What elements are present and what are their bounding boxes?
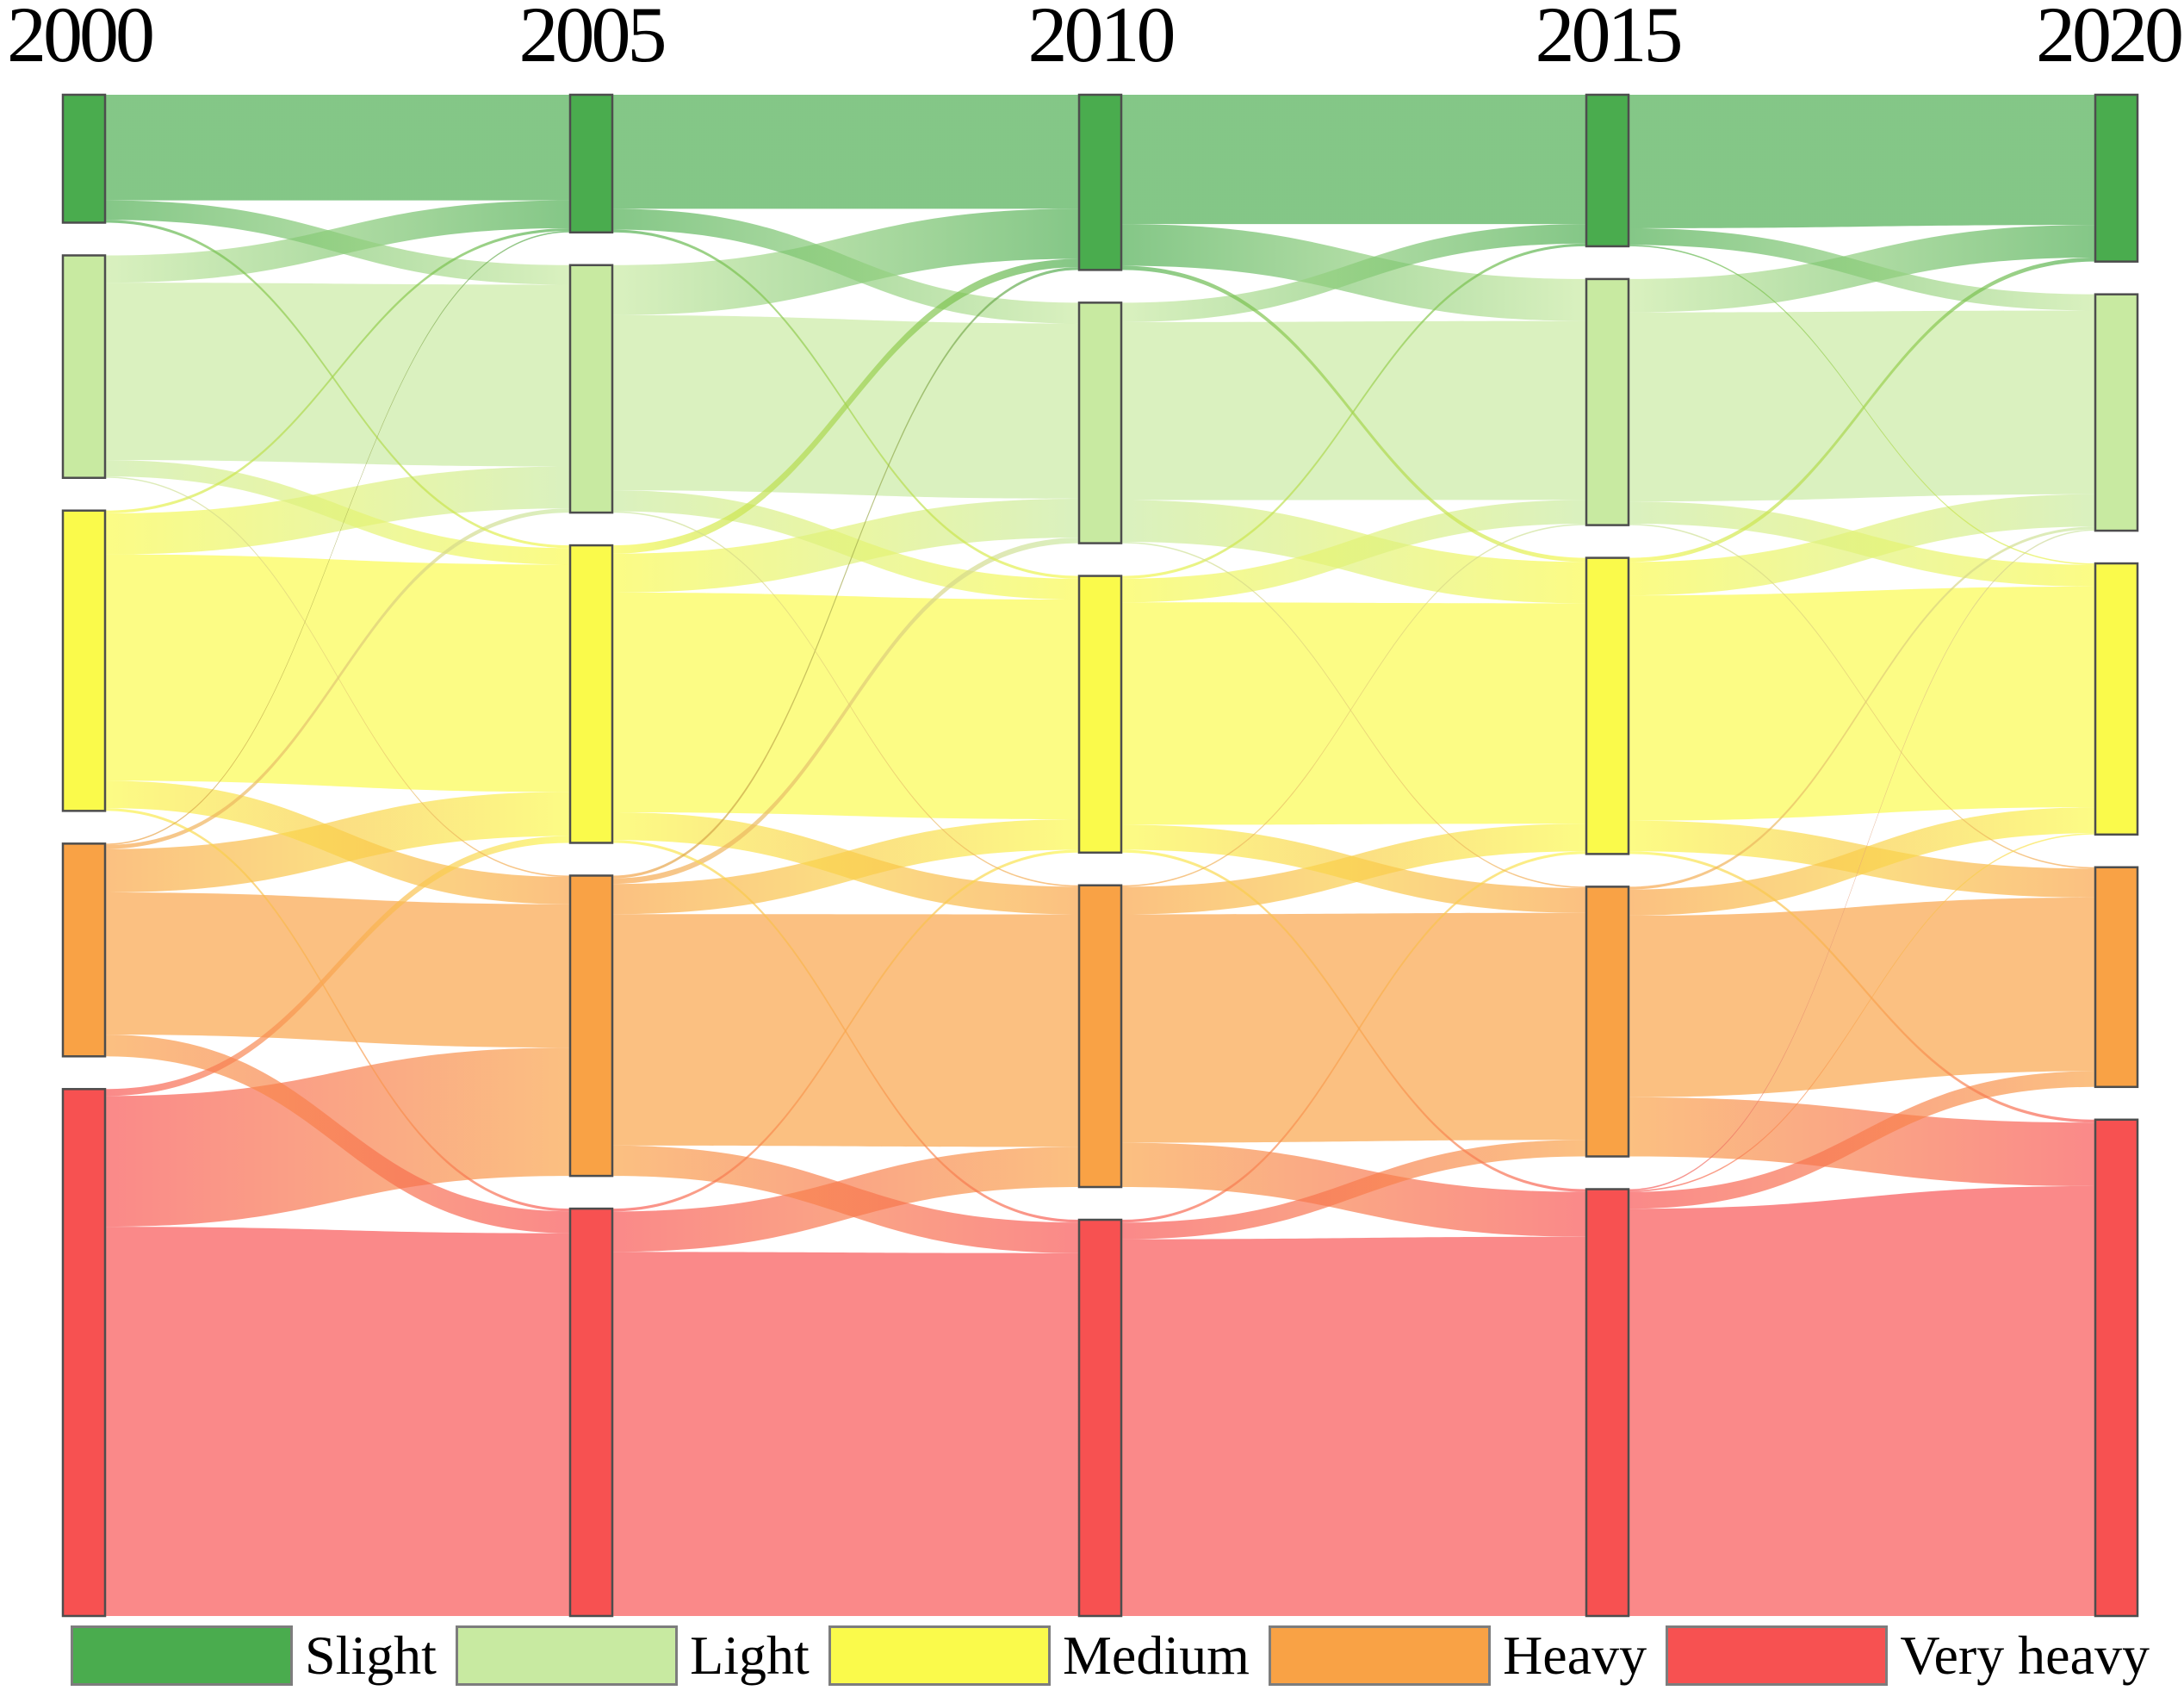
node-2015-light <box>1585 277 1630 526</box>
flow-2000-medium-to-medium <box>105 554 570 792</box>
flow-2010-heavy-to-light <box>1121 523 1586 887</box>
flow-2000-light-to-heavy <box>105 476 570 878</box>
flow-2015-heavy-to-medium <box>1629 807 2095 916</box>
flow-2015-very-heavy-to-light <box>1629 529 2095 1191</box>
flow-2010-very-heavy-to-medium <box>1121 851 1586 1223</box>
flow-2010-slight-to-medium <box>1121 265 1586 562</box>
flow-2000-medium-to-slight <box>105 227 570 513</box>
flow-2000-heavy-to-very-heavy <box>105 1035 570 1234</box>
legend-swatch-very-heavy <box>1666 1625 1889 1686</box>
node-2000-slight <box>61 93 107 224</box>
legend-label: Slight <box>305 1625 437 1686</box>
flow-2005-medium-to-medium <box>612 592 1079 820</box>
flow-2010-light-to-heavy <box>1121 541 1586 888</box>
node-2005-very-heavy <box>568 1207 614 1618</box>
flow-2005-heavy-to-slight <box>612 267 1079 879</box>
flow-2015-very-heavy-to-very-heavy <box>1629 1185 2095 1616</box>
legend-swatch-slight <box>71 1625 293 1686</box>
node-2020-medium <box>2094 562 2139 836</box>
flow-2010-slight-to-slight <box>1121 95 1586 225</box>
node-2010-medium <box>1077 575 1123 855</box>
flow-2015-very-heavy-to-medium <box>1629 833 2095 1192</box>
flow-2000-heavy-to-light <box>105 508 570 849</box>
node-2010-light <box>1077 301 1123 544</box>
node-2000-medium <box>61 509 107 812</box>
flow-2000-very-heavy-to-very-heavy <box>105 1227 570 1616</box>
flow-2005-slight-to-medium <box>612 229 1079 579</box>
flow-2010-medium-to-slight <box>1121 243 1586 579</box>
flow-2010-medium-to-medium <box>1121 602 1586 825</box>
flow-2015-slight-to-slight <box>1629 95 2095 228</box>
node-2020-heavy <box>2094 866 2139 1089</box>
node-2005-slight <box>568 93 614 234</box>
flow-2000-light-to-light <box>105 283 570 467</box>
flow-2005-heavy-to-light <box>612 538 1079 885</box>
node-2005-heavy <box>568 874 614 1178</box>
flow-2010-very-heavy-to-heavy <box>1121 1140 1586 1240</box>
node-2020-slight <box>2094 93 2139 263</box>
legend-item-medium: Medium <box>828 1625 1250 1686</box>
node-2015-medium <box>1585 556 1630 855</box>
flow-2015-very-heavy-to-heavy <box>1629 1071 2095 1209</box>
legend-swatch-heavy <box>1269 1625 1492 1686</box>
flow-2005-very-heavy-to-medium <box>612 849 1079 1212</box>
flow-2000-medium-to-very-heavy <box>105 808 570 1212</box>
node-2000-light <box>61 254 107 479</box>
flow-2015-medium-to-slight <box>1629 257 2095 562</box>
flow-2015-light-to-light <box>1629 310 2095 502</box>
node-2020-very-heavy <box>2094 1118 2139 1618</box>
legend-item-heavy: Heavy <box>1269 1625 1647 1686</box>
legend-label: Medium <box>1063 1625 1250 1686</box>
year-label-2000: 2000 <box>7 0 155 78</box>
node-2000-very-heavy <box>61 1088 107 1618</box>
flow-2005-very-heavy-to-very-heavy <box>612 1252 1079 1616</box>
flow-2000-heavy-to-heavy <box>105 892 570 1048</box>
node-2020-light <box>2094 293 2139 532</box>
node-2010-slight <box>1077 93 1123 271</box>
legend-label: Heavy <box>1503 1625 1647 1686</box>
node-2010-very-heavy <box>1077 1218 1123 1618</box>
flow-2000-light-to-medium <box>105 460 570 565</box>
legend-label: Very heavy <box>1900 1625 2150 1686</box>
year-label-2015: 2015 <box>1535 0 1684 78</box>
flow-2000-heavy-to-slight <box>105 231 570 845</box>
flow-2010-medium-to-light <box>1121 500 1586 603</box>
node-2015-heavy <box>1585 886 1630 1158</box>
flow-2015-heavy-to-light <box>1629 526 2095 890</box>
flow-2000-slight-to-light <box>105 200 570 285</box>
node-2015-very-heavy <box>1585 1188 1630 1618</box>
node-2005-light <box>568 264 614 514</box>
flow-2015-light-to-heavy <box>1629 523 2095 869</box>
flow-2015-medium-to-very-heavy <box>1629 851 2095 1123</box>
flow-2015-slight-to-medium <box>1629 245 2095 565</box>
legend-item-very-heavy: Very heavy <box>1666 1625 2150 1686</box>
flow-2000-slight-to-slight <box>105 95 570 201</box>
legend-item-slight: Slight <box>71 1625 437 1686</box>
legend-swatch-medium <box>828 1625 1051 1686</box>
flow-2010-medium-to-very-heavy <box>1121 849 1586 1192</box>
flow-2015-heavy-to-heavy <box>1629 897 2095 1097</box>
year-label-2020: 2020 <box>2036 0 2184 78</box>
year-label-2005: 2005 <box>518 0 667 78</box>
flow-2005-medium-to-slight <box>612 258 1079 554</box>
flow-2010-very-heavy-to-very-heavy <box>1121 1236 1586 1616</box>
legend: Slight Light Medium Heavy Very heavy <box>0 1618 2184 1694</box>
node-2010-heavy <box>1077 884 1123 1189</box>
legend-label: Light <box>690 1625 810 1686</box>
flow-2000-very-heavy-to-medium <box>105 836 570 1097</box>
node-2005-medium <box>568 544 614 844</box>
legend-item-light: Light <box>456 1625 810 1686</box>
node-2000-heavy <box>61 842 107 1058</box>
legend-swatch-light <box>456 1625 679 1686</box>
flow-2015-medium-to-medium <box>1629 586 2095 821</box>
flow-2000-slight-to-medium <box>105 220 570 549</box>
node-2015-slight <box>1585 93 1630 248</box>
flow-2005-light-to-heavy <box>612 511 1079 887</box>
flow-2010-heavy-to-heavy <box>1121 912 1586 1143</box>
flow-2005-slight-to-slight <box>612 95 1079 209</box>
year-label-2010: 2010 <box>1027 0 1176 78</box>
